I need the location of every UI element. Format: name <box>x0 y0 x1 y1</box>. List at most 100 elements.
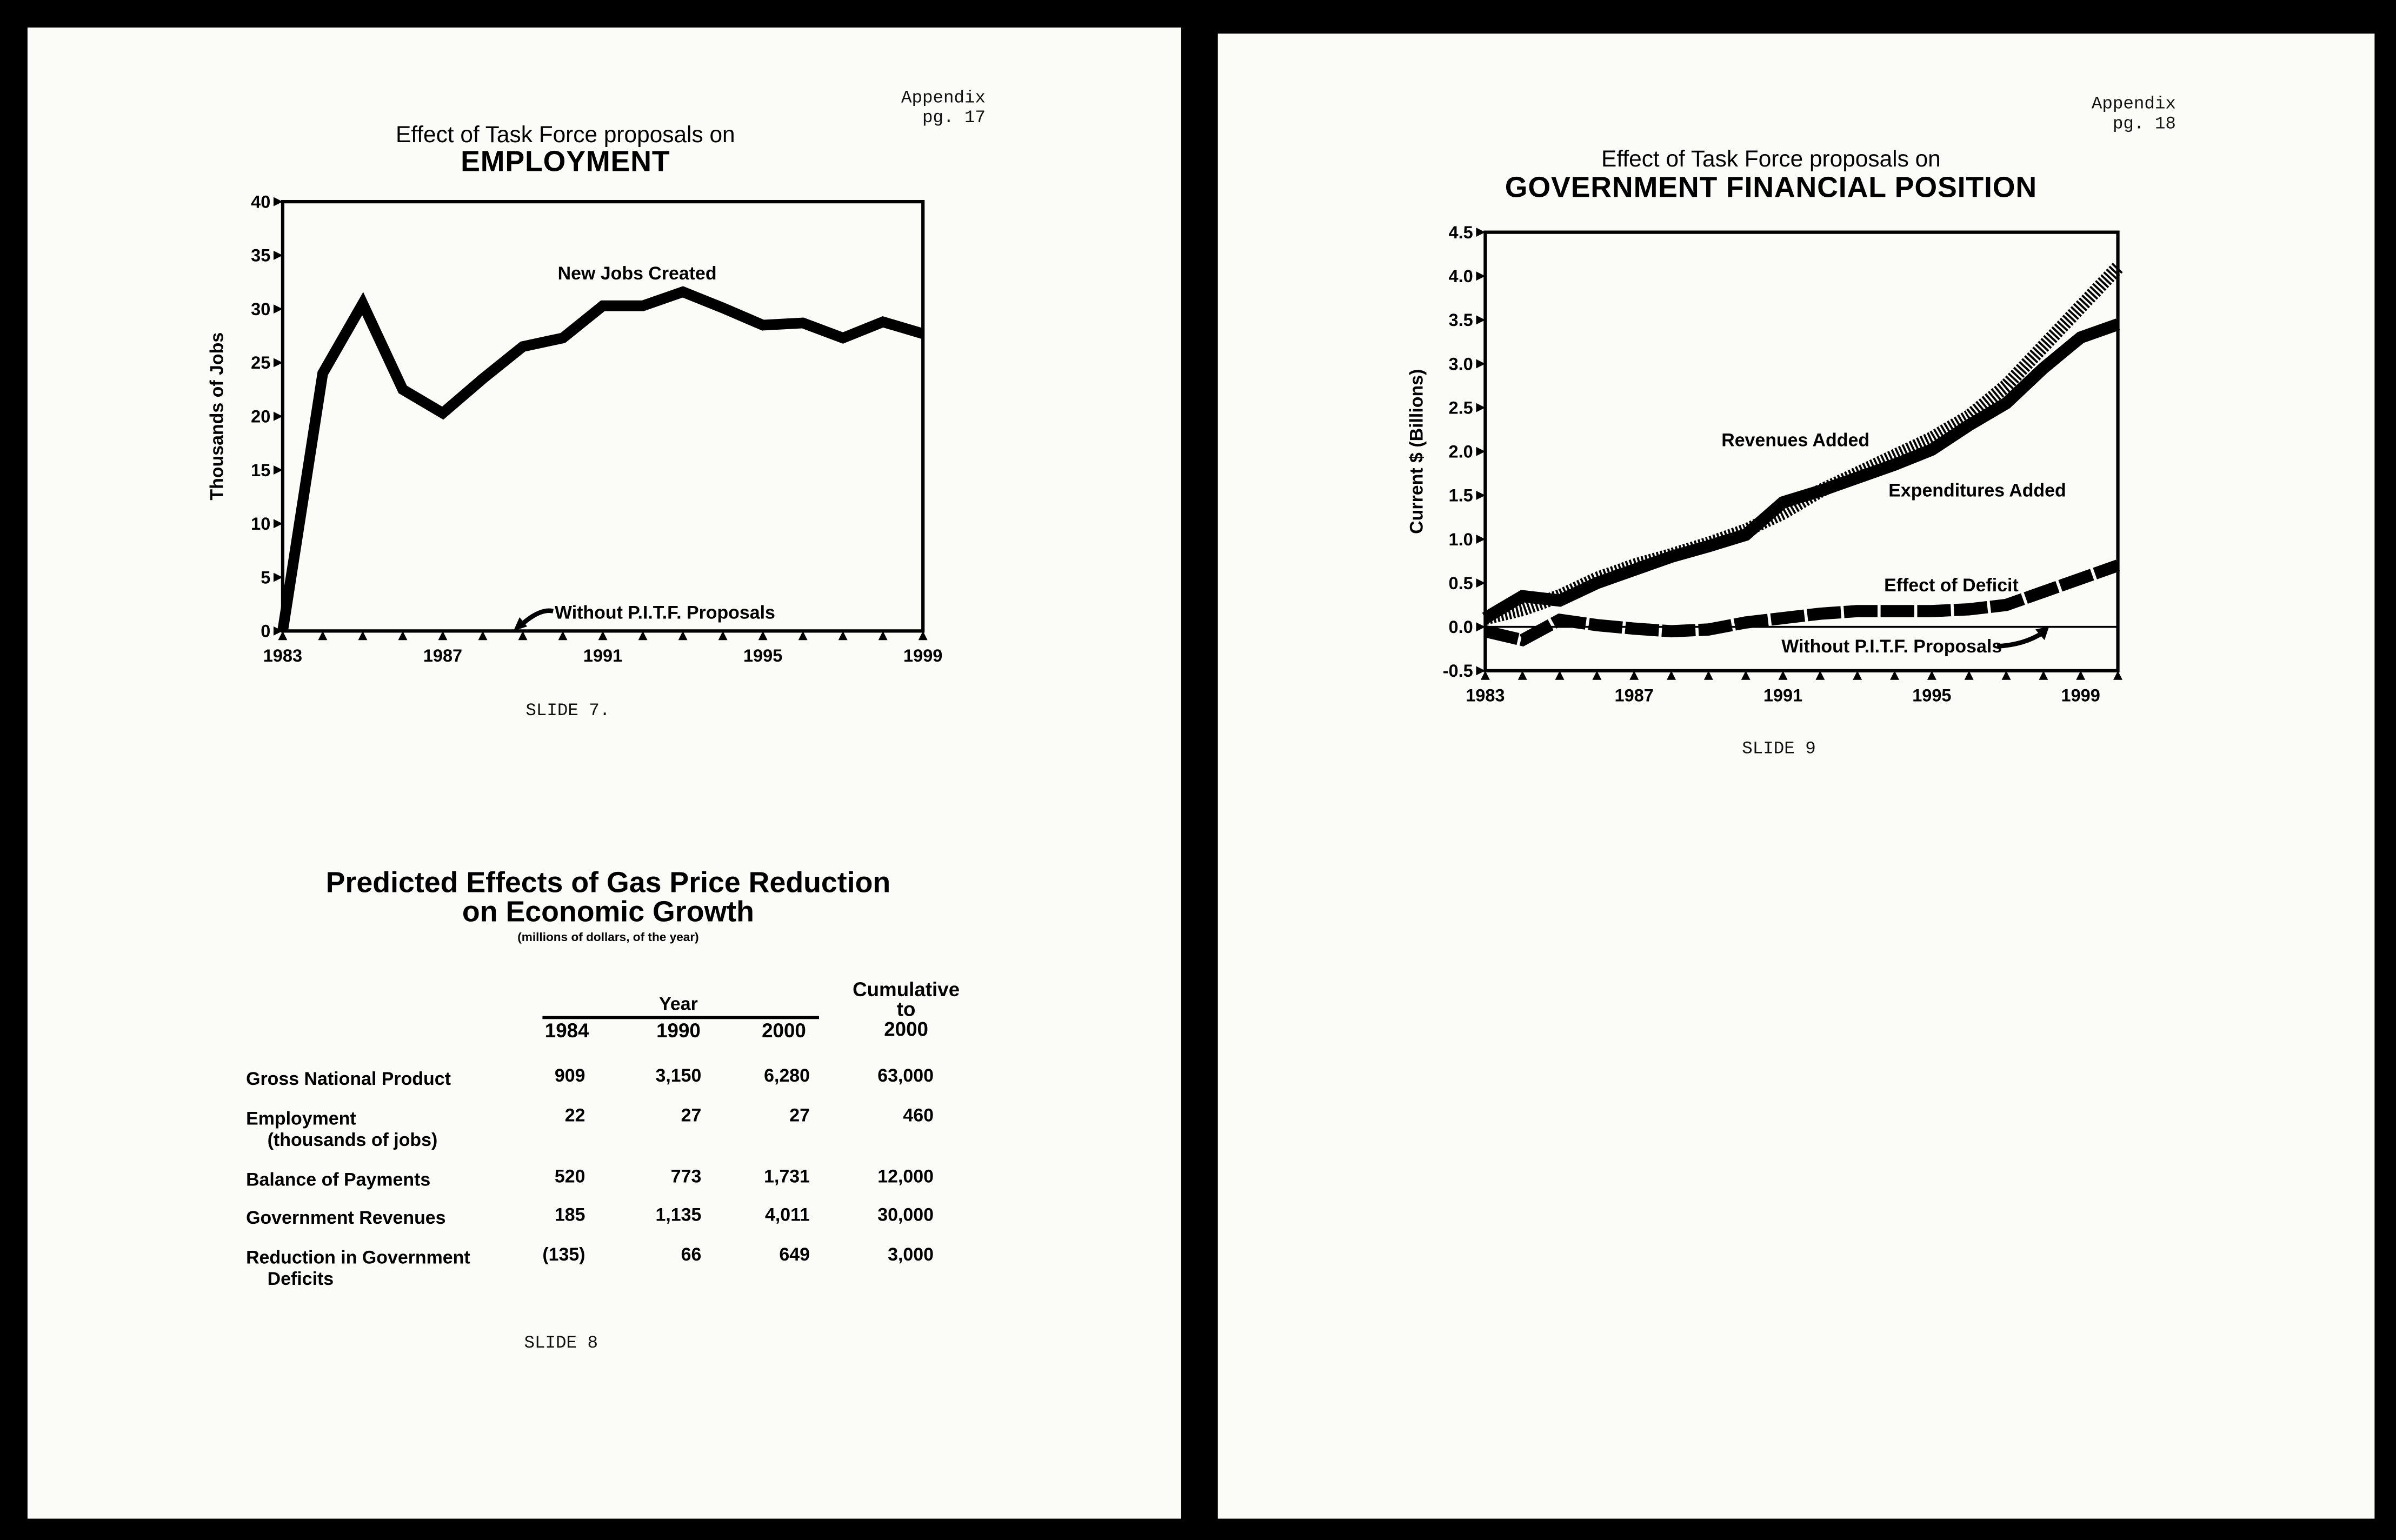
y-tick <box>273 465 283 475</box>
x-tick <box>1778 670 1788 680</box>
chart-subtitle: GOVERNMENT FINANCIAL POSITION <box>1505 172 2038 205</box>
x-tick-label: 1995 <box>743 646 782 665</box>
appendix-label: Appendix <box>901 88 986 109</box>
x-tick-label: 1983 <box>263 646 302 665</box>
x-tick <box>1629 670 1639 680</box>
row-label: Employment <box>246 1108 356 1129</box>
table-cell: (135) <box>542 1243 585 1265</box>
x-tick <box>1667 670 1676 680</box>
x-tick-label: 1983 <box>1466 685 1505 705</box>
column-header: 2000 <box>762 1019 806 1042</box>
row-sublabel: Deficits <box>267 1268 334 1290</box>
table-cell: 66 <box>681 1243 702 1265</box>
table-cell: 773 <box>670 1165 702 1188</box>
x-tick <box>358 631 368 641</box>
x-tick <box>718 631 728 641</box>
x-tick <box>1480 670 1490 680</box>
x-tick <box>438 631 448 641</box>
y-axis-label: Thousands of Jobs <box>207 332 228 501</box>
table-cell: 22 <box>564 1104 585 1126</box>
arrow-icon <box>1996 630 2045 649</box>
column-header-cumulative: 2000 <box>884 1017 928 1041</box>
financial-position-chart: -0.5 0.0 0.5 1.0 1.5 2.0 2.5 3.0 3.5 4.0 4.5 1983 19… <box>1406 223 2123 705</box>
x-tick <box>758 631 768 641</box>
x-tick <box>838 631 848 641</box>
x-tick-label: 1999 <box>2061 685 2100 705</box>
table-cell: 63,000 <box>877 1065 934 1086</box>
x-tick <box>278 631 288 641</box>
x-tick <box>398 631 408 641</box>
chart-title: Effect of Task Force proposals on <box>1601 146 1941 173</box>
y-tick-label: 0.5 <box>1449 574 1473 593</box>
y-tick-label: 4.5 <box>1449 223 1473 242</box>
x-tick-label: 1987 <box>1615 685 1654 705</box>
arrowhead-icon <box>513 617 528 631</box>
table-cell: 909 <box>554 1065 585 1086</box>
table-cell: 12,000 <box>877 1165 934 1188</box>
x-tick <box>678 631 688 641</box>
series-line-revenues-added <box>1483 262 2123 625</box>
table-cell: 4,011 <box>765 1204 810 1225</box>
table-cell: 1,135 <box>655 1204 702 1225</box>
x-tick <box>638 631 648 641</box>
arrowhead-icon <box>2035 626 2049 641</box>
x-tick-label: 1987 <box>423 646 462 665</box>
x-tick <box>318 631 328 641</box>
row-label: Government Revenues <box>246 1206 446 1229</box>
series-line-effect-of-deficit <box>1483 559 2120 647</box>
x-tick <box>2076 670 2086 680</box>
y-tick-label: 10 <box>251 514 270 534</box>
annotation-without-pitf: Without P.I.T.F. Proposals <box>1781 636 2002 657</box>
x-tick <box>2039 670 2048 680</box>
x-tick <box>1853 670 1862 680</box>
table-cell: 6,280 <box>764 1065 810 1086</box>
x-tick <box>1964 670 1974 680</box>
y-tick-label: 5 <box>261 568 270 587</box>
y-tick <box>1476 271 1486 281</box>
y-tick <box>273 411 283 421</box>
y-tick <box>1476 490 1486 500</box>
y-tick <box>273 304 283 314</box>
x-tick-label: 1999 <box>903 646 942 665</box>
y-tick <box>273 250 283 260</box>
y-tick <box>273 197 283 206</box>
y-tick <box>1476 403 1486 412</box>
x-tick <box>1890 670 1900 680</box>
annotation-effect-of-deficit: Effect of Deficit <box>1884 575 2019 596</box>
appendix-label: Appendix <box>2091 95 2176 115</box>
column-header-cumulative: Cumulative <box>853 977 960 1001</box>
table-cell: 185 <box>554 1204 585 1225</box>
annotation-expenditures-added: Expenditures Added <box>1888 481 2066 501</box>
y-tick-label: 3.5 <box>1449 310 1473 330</box>
y-tick-label: 35 <box>251 246 270 265</box>
y-tick-label: 0.0 <box>1449 617 1473 637</box>
column-header: 1990 <box>656 1019 701 1042</box>
chart-title: Effect of Task Force proposals on <box>395 122 735 149</box>
appendix-header-right: Appendix pg. 18 <box>2092 95 2176 134</box>
x-tick <box>1927 670 1936 680</box>
x-tick <box>1815 670 1825 680</box>
x-tick <box>598 631 608 641</box>
y-tick-label: 2.0 <box>1449 442 1473 462</box>
table-cell: 30,000 <box>877 1204 934 1225</box>
table-cell: 3,000 <box>888 1243 934 1265</box>
right-page: Appendix pg. 18 Effect of Task Force pro… <box>1217 34 2375 1519</box>
y-tick <box>1476 666 1486 676</box>
employment-chart: 0 5 10 15 20 25 30 35 40 1983 1987 1991 1995 1999 Thou… <box>207 192 943 665</box>
y-tick <box>1476 622 1486 632</box>
y-tick-label: -0.5 <box>1443 661 1473 681</box>
row-label: Gross National Product <box>246 1068 451 1090</box>
y-tick-label: 4.0 <box>1449 266 1473 286</box>
y-tick <box>1476 359 1486 369</box>
annotation-revenues-added: Revenues Added <box>1721 430 1869 450</box>
table-subtitle: (millions of dollars, of the year) <box>517 930 699 944</box>
x-tick <box>478 631 488 641</box>
series-line-expenditures-added <box>1482 318 2120 624</box>
series-line-new-jobs-created <box>277 286 925 632</box>
page-number: pg. 18 <box>2112 114 2176 135</box>
annotation-new-jobs-created: New Jobs Created <box>558 263 717 284</box>
x-tick <box>918 631 928 641</box>
y-tick-label: 20 <box>251 407 270 426</box>
annotation-without-pitf: Without P.I.T.F. Proposals <box>555 603 775 623</box>
row-label: Reduction in Government <box>246 1246 470 1268</box>
